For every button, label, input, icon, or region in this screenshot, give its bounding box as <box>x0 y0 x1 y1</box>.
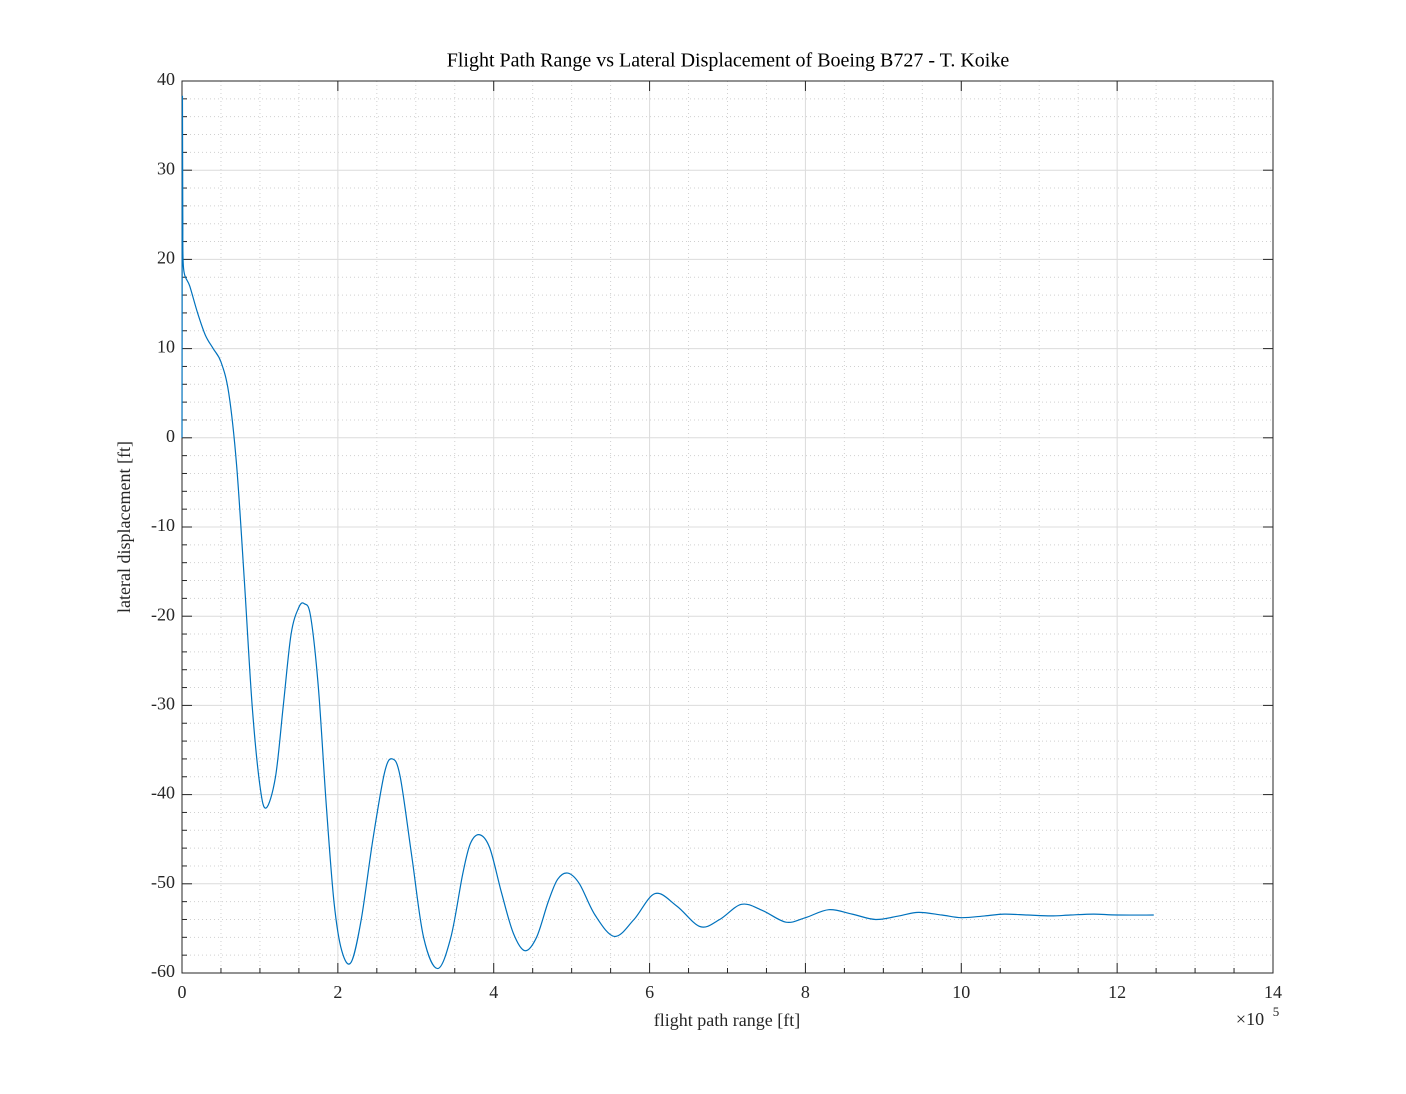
y-tick-label: -20 <box>151 604 175 624</box>
y-tick-label: -30 <box>151 694 175 714</box>
x-tick-label: 0 <box>178 982 187 1002</box>
y-tick-label: 0 <box>166 426 175 446</box>
y-tick-label: 10 <box>157 337 175 357</box>
y-tick-label: -10 <box>151 515 175 535</box>
x-multiplier: ×10 <box>1236 1009 1264 1029</box>
y-tick-label: 40 <box>157 69 175 89</box>
data-line <box>181 95 1154 970</box>
x-tick-label: 12 <box>1108 982 1126 1002</box>
y-tick-label: -50 <box>151 872 175 892</box>
x-tick-label: 10 <box>952 982 970 1002</box>
chart-title: Flight Path Range vs Lateral Displacemen… <box>447 50 1010 72</box>
x-multiplier-exponent: 5 <box>1273 1004 1280 1019</box>
x-tick-label: 2 <box>333 982 342 1002</box>
plot-frame <box>181 80 1274 974</box>
y-tick-label: -40 <box>151 783 175 803</box>
x-tick-label: 6 <box>645 982 654 1002</box>
x-axis-label: flight path range [ft] <box>654 1010 800 1030</box>
x-tick-label: 4 <box>489 982 498 1002</box>
y-tick-label: 20 <box>157 248 175 268</box>
x-tick-label: 14 <box>1264 982 1282 1002</box>
y-tick-label: 30 <box>157 158 175 178</box>
y-tick-label: -60 <box>151 961 175 981</box>
y-axis-label: lateral displacement [ft] <box>114 441 134 613</box>
x-tick-label: 8 <box>801 982 810 1002</box>
